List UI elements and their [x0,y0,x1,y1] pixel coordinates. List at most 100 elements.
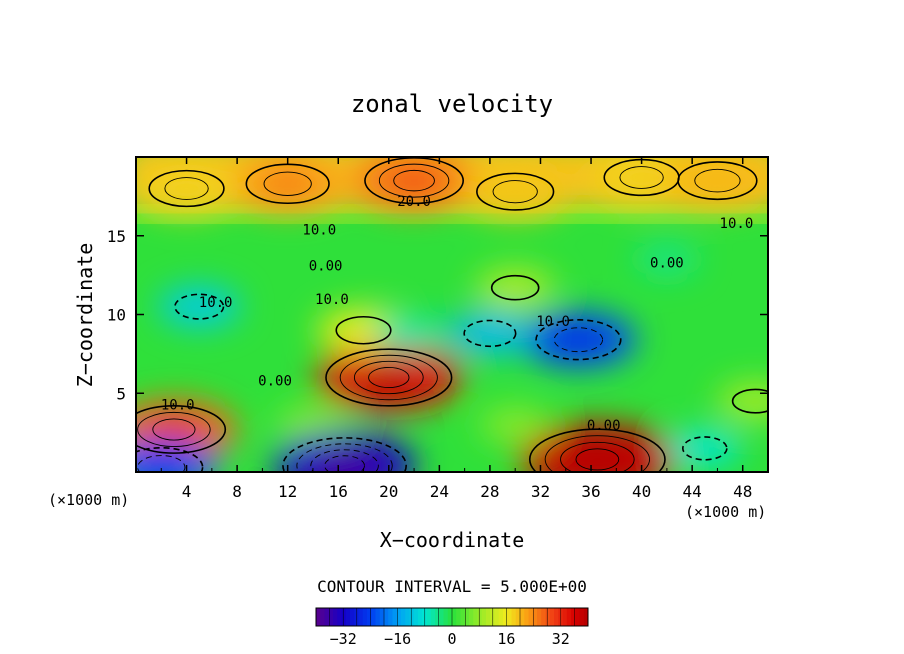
contour-line [282,437,407,472]
colorbar-cell [384,608,389,626]
colorbar-cell [477,608,483,626]
contour-line [296,443,393,472]
contour-label: 0.00 [587,418,621,434]
x-unit-right: (×1000 m) [685,503,766,521]
contour-line [136,405,227,454]
contour-line [174,293,225,320]
colorbar-cell [494,608,500,626]
y-tick-label: 5 [116,384,126,403]
field-feature-core [312,448,378,472]
colorbar-cell [473,608,478,626]
field-feature-core [136,453,187,472]
plot-field [136,157,768,472]
colorbar-cell [481,608,487,626]
colorbar-cell [413,608,419,626]
contour-line [393,169,435,192]
field-feature-core [262,170,314,198]
contour-line [553,327,604,353]
colorbar-cell [430,608,436,626]
colorbar-cell [503,608,508,626]
contour-line [677,161,758,201]
colorbar-cell [498,608,504,626]
field-feature-core [561,441,633,472]
colorbar-tick-label: −32 [330,630,357,648]
contour-line [535,319,622,361]
contour-line [560,441,635,472]
colorbar-cell [579,608,585,626]
colorbar-tick-label: −16 [384,630,411,648]
contour-line [339,354,438,401]
colorbar-cell [541,608,546,626]
colorbar-cell [566,608,572,626]
contour-line [694,168,741,193]
colorbar-cell [464,608,470,626]
contour-line [353,360,424,395]
field-feature [667,429,742,468]
colorbar-cell [515,608,521,626]
colorbar-cell [405,608,410,626]
colorbar-cell [345,608,351,626]
colorbar-cell [418,608,423,626]
contour-line [263,171,312,196]
colorbar-cell [524,608,529,626]
x-tick-label: 12 [278,482,297,501]
contour-line [463,319,517,348]
colorbar-cell [333,608,338,626]
contour-line [164,177,209,200]
contour-line [681,436,728,461]
contour-label: 0.00 [309,259,343,275]
x-axis-label: X−coordinate [380,528,525,552]
colorbar-cell [328,608,334,626]
contour-line [137,411,211,448]
colorbar-cell [549,608,555,626]
colorbar-cell [439,608,444,626]
contour-line [492,180,538,204]
colorbar-cell [583,608,589,626]
colorbar-cell [545,608,551,626]
contour-line [490,274,540,301]
contour-line [575,448,620,471]
colorbar-cell [396,608,402,626]
contour-line [731,388,768,414]
colorbar-cell [320,608,325,626]
colorbar-cell [507,608,512,626]
contour-line [476,172,555,211]
colorbar-cell [375,608,381,626]
colorbar-frame [315,607,589,627]
contour-line [310,449,379,472]
colorbar-tick-label: 0 [447,630,456,648]
colorbar-cell [337,608,342,626]
field-feature [716,381,768,421]
field-feature [373,315,443,351]
colorbar-cell [443,608,449,626]
colorbar-cell [371,608,376,626]
x-tick-label: 4 [182,482,192,501]
field-feature [157,286,241,328]
contour-label: 0.00 [650,256,684,272]
x-tick-label: 40 [632,482,651,501]
colorbar-cell [486,608,491,626]
colorbar-cell [388,608,393,626]
contour-line [137,455,186,472]
field-feature-core [355,360,422,395]
colorbar-cell [528,608,534,626]
contour-line [152,418,196,441]
y-axis-label: Z−coordinate [73,243,97,388]
colorbar-cell [447,608,453,626]
y-tick-label: 15 [107,227,126,246]
colorbar: −32 −16 0 16 32 [315,607,589,648]
x-tick-label: 28 [480,482,499,501]
contour-label: 10.0 [536,314,570,330]
x-tick-label: 48 [733,482,752,501]
contour-interval-text: CONTOUR INTERVAL = 5.000E+00 [317,577,587,596]
colorbar-cell [537,608,542,626]
contour-label: 20.0 [397,194,431,210]
x-tick-label: 36 [581,482,600,501]
colorbar-cell [392,608,398,626]
field-feature [475,267,556,308]
colorbar-cell [562,608,568,626]
contour-line [335,315,392,345]
contour-line [136,447,204,472]
contour-line [325,348,453,407]
